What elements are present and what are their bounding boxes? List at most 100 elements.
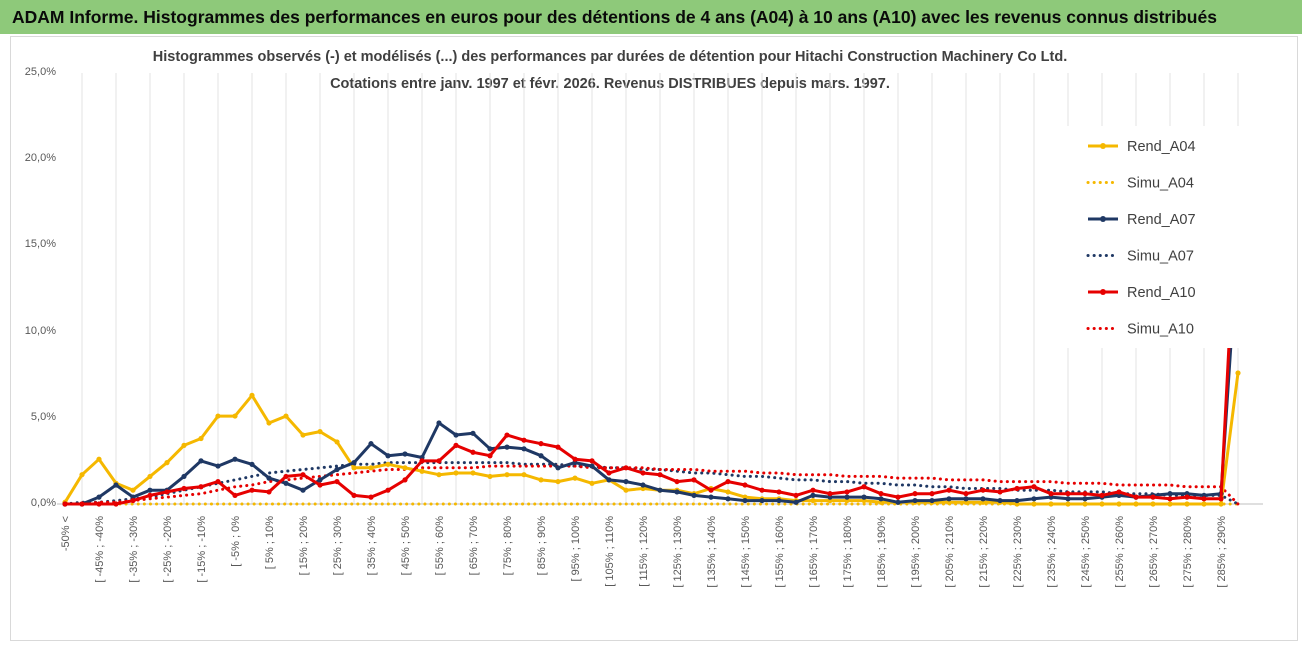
data-point bbox=[1048, 501, 1054, 507]
x-tick-label: [ -45% ; -40% bbox=[94, 516, 106, 583]
x-tick-label: -50% < bbox=[60, 516, 72, 551]
data-point bbox=[810, 492, 816, 498]
x-tick-label: [ 195% ; 200% bbox=[910, 516, 922, 588]
data-point bbox=[334, 478, 340, 485]
data-point bbox=[147, 473, 153, 480]
data-point bbox=[453, 442, 459, 448]
data-point bbox=[555, 444, 561, 450]
x-tick-label: [ 5% ; 10% bbox=[264, 516, 276, 569]
data-point bbox=[181, 473, 187, 480]
series-rend-a10 bbox=[62, 168, 1241, 507]
series-line bbox=[65, 171, 1240, 506]
data-point bbox=[249, 392, 255, 398]
data-point bbox=[402, 477, 408, 483]
data-point bbox=[1218, 496, 1224, 502]
legend-box bbox=[1062, 126, 1258, 348]
legend-label: Rend_A07 bbox=[1127, 212, 1196, 228]
series-lines bbox=[62, 168, 1241, 507]
data-point bbox=[810, 497, 816, 504]
x-tick-label: [ -5% ; 0% bbox=[230, 516, 242, 567]
data-point bbox=[759, 487, 765, 493]
data-point bbox=[623, 487, 629, 493]
data-point bbox=[487, 453, 493, 459]
data-point bbox=[725, 478, 731, 485]
data-point bbox=[385, 453, 391, 459]
data-point bbox=[487, 473, 493, 480]
data-point bbox=[215, 413, 221, 419]
x-tick-label: [ 255% ; 260% bbox=[1114, 516, 1126, 588]
data-point bbox=[1167, 501, 1173, 507]
legend-item: Simu_A07 bbox=[1086, 249, 1194, 265]
data-point bbox=[538, 477, 544, 483]
series-simu-a10 bbox=[63, 464, 1240, 506]
x-tick-label: [ 75% ; 80% bbox=[502, 516, 514, 576]
data-point bbox=[283, 480, 289, 486]
data-point bbox=[980, 487, 986, 493]
legend-marker bbox=[1100, 143, 1106, 149]
x-tick-label: [ -15% ; -10% bbox=[196, 516, 208, 583]
data-point bbox=[589, 458, 595, 464]
legend-label: Rend_A10 bbox=[1127, 285, 1196, 301]
data-point bbox=[589, 480, 595, 486]
data-point bbox=[453, 470, 459, 476]
data-point bbox=[283, 473, 289, 480]
x-tick-label: [ -25% ; -20% bbox=[162, 516, 174, 583]
legend-label: Simu_A07 bbox=[1127, 249, 1194, 265]
legend-item: Simu_A04 bbox=[1086, 176, 1194, 192]
data-point bbox=[351, 492, 357, 498]
data-point bbox=[164, 489, 170, 495]
chart-title: Histogrammes observés (-) et modélisés (… bbox=[152, 49, 1068, 65]
data-point bbox=[1048, 491, 1054, 497]
data-point bbox=[96, 494, 102, 500]
data-point bbox=[606, 470, 612, 476]
data-point bbox=[300, 487, 306, 493]
data-point bbox=[793, 492, 799, 498]
data-point bbox=[62, 501, 68, 507]
y-tick-label: 10,0% bbox=[24, 324, 56, 337]
data-point bbox=[504, 444, 510, 450]
data-point bbox=[113, 482, 119, 488]
data-point bbox=[96, 501, 102, 507]
x-tick-label: [ 125% ; 130% bbox=[672, 516, 684, 588]
x-tick-label: [ 35% ; 40% bbox=[366, 516, 378, 576]
data-point bbox=[232, 413, 238, 419]
data-point bbox=[504, 472, 510, 478]
data-point bbox=[997, 497, 1003, 504]
data-point bbox=[351, 460, 357, 466]
data-point bbox=[1133, 501, 1139, 507]
y-tick-label: 20,0% bbox=[24, 152, 56, 165]
data-point bbox=[436, 458, 442, 464]
data-point bbox=[895, 499, 901, 505]
data-point bbox=[657, 487, 663, 493]
data-point bbox=[1201, 496, 1207, 502]
y-tick-label: 25,0% bbox=[24, 66, 56, 78]
data-point bbox=[1014, 485, 1020, 492]
data-point bbox=[844, 494, 850, 500]
data-point bbox=[742, 482, 748, 488]
data-point bbox=[232, 456, 238, 462]
data-point bbox=[742, 497, 748, 504]
data-point bbox=[1133, 494, 1139, 500]
data-point bbox=[708, 494, 714, 500]
data-point bbox=[963, 491, 969, 497]
data-point bbox=[912, 497, 918, 504]
data-point bbox=[708, 487, 714, 493]
data-point bbox=[147, 487, 153, 493]
data-point bbox=[878, 496, 884, 502]
x-tick-label: [ 95% ; 100% bbox=[570, 516, 582, 582]
y-tick-label: 15,0% bbox=[24, 238, 56, 251]
legend-label: Rend_A04 bbox=[1127, 139, 1196, 155]
data-point bbox=[1099, 492, 1105, 498]
x-tick-label: [ 285% ; 290% bbox=[1216, 516, 1228, 588]
data-point bbox=[470, 449, 476, 455]
data-point bbox=[725, 489, 731, 495]
legend-item: Rend_A04 bbox=[1088, 139, 1196, 155]
x-tick-label: [ 215% ; 220% bbox=[978, 516, 990, 588]
data-point bbox=[1065, 496, 1071, 502]
x-tick-label: [ 25% ; 30% bbox=[332, 516, 344, 576]
data-point bbox=[606, 477, 612, 483]
data-point bbox=[538, 441, 544, 447]
data-point bbox=[1235, 370, 1241, 376]
data-point bbox=[538, 453, 544, 459]
data-point bbox=[300, 472, 306, 478]
